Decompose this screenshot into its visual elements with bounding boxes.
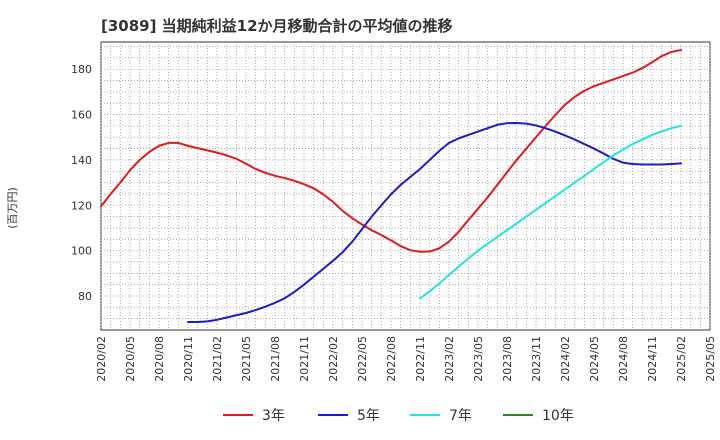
x-tick-label: 2023/05 [472, 336, 485, 382]
y-tick-label: 100 [71, 245, 92, 258]
x-axis: 2020/02 2020/05 2020/08 2020/11 2021/02 2021/… [95, 336, 717, 382]
x-tick-label: 2020/05 [124, 336, 137, 382]
chart-title: [3089] 当期純利益12か月移動合計の平均値の推移 [101, 17, 453, 35]
x-tick-label: 2022/05 [356, 336, 369, 382]
plot-area [100, 41, 711, 331]
x-tick-label: 2024/05 [588, 336, 601, 382]
series-lines [100, 48, 682, 324]
x-tick-label: 2025/05 [704, 336, 717, 382]
y-tick-label: 160 [71, 109, 92, 122]
legend-label: 3年 [262, 408, 285, 424]
x-tick-label: 2021/11 [298, 336, 311, 382]
y-tick-label: 140 [71, 154, 92, 167]
x-tick-label: 2020/08 [153, 336, 166, 382]
legend: 3年 5年 7年 10年 [223, 408, 574, 424]
x-tick-label: 2023/11 [530, 336, 543, 382]
legend-label: 10年 [542, 408, 574, 424]
x-tick-label: 2023/08 [501, 336, 514, 382]
x-tick-label: 2023/02 [443, 336, 456, 382]
x-tick-label: 2024/02 [559, 336, 572, 382]
series-line-3年 [100, 48, 682, 253]
series-line-5年 [187, 121, 682, 324]
x-tick-label: 2022/02 [327, 336, 340, 382]
x-tick-label: 2021/05 [240, 336, 253, 382]
x-tick-label: 2020/11 [182, 336, 195, 382]
y-tick-label: 120 [71, 199, 92, 212]
x-tick-label: 2022/08 [385, 336, 398, 382]
x-tick-label: 2021/08 [269, 336, 282, 382]
y-tick-label: 180 [71, 63, 92, 76]
x-tick-label: 2025/02 [675, 336, 688, 382]
legend-label: 5年 [357, 408, 380, 424]
x-tick-label: 2024/11 [646, 336, 659, 382]
y-axis: 80 100 120 140 160 180 [71, 63, 92, 303]
y-axis-label: (百万円) [6, 187, 19, 229]
x-tick-label: 2021/02 [211, 336, 224, 382]
legend-label: 7年 [449, 408, 472, 424]
y-tick-label: 80 [78, 290, 92, 303]
x-tick-label: 2020/02 [95, 336, 108, 382]
series-line-7年 [419, 124, 682, 300]
plot-frame [100, 41, 711, 331]
x-tick-label: 2024/08 [617, 336, 630, 382]
x-tick-label: 2022/11 [414, 336, 427, 382]
